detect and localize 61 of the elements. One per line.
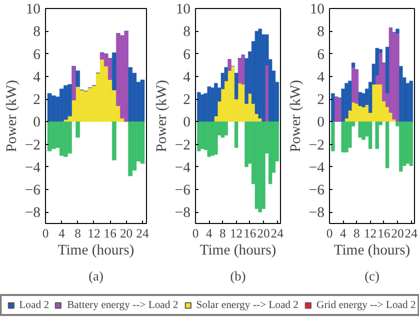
y-tick-label: −4 xyxy=(174,160,192,176)
y-tick-label: 6 xyxy=(33,46,40,63)
x-tick-label: 4 xyxy=(206,226,213,240)
y-tick-label: −8 xyxy=(174,205,190,222)
x-tick-label: 4 xyxy=(340,226,347,240)
y-tick-label: 8 xyxy=(183,24,190,40)
x-axis-title: Time (hours) xyxy=(334,242,410,258)
legend-label: Battery energy --> Load 2 xyxy=(67,300,178,310)
y-tick-label: 4 xyxy=(183,69,192,86)
y-tick-label: 8 xyxy=(33,24,40,40)
x-tick-label: 20 xyxy=(391,226,404,240)
y-tick-label: −8 xyxy=(24,205,40,222)
y-tick-label: −6 xyxy=(24,182,40,199)
x-tick-label: 24 xyxy=(270,226,284,240)
y-tick-label: 2 xyxy=(317,92,324,108)
y-tick-label: −2 xyxy=(24,137,40,154)
y-tick-label: 10 xyxy=(26,2,40,18)
y-tick-label: 10 xyxy=(310,2,324,18)
y-tick-label: 10 xyxy=(176,2,190,18)
x-tick-label: 20 xyxy=(257,226,270,240)
x-tick-label: 16 xyxy=(104,226,116,240)
y-tick-label: 0 xyxy=(183,114,190,131)
x-axis-title: Time (hours) xyxy=(200,242,276,258)
x-tick-label: 12 xyxy=(364,226,377,240)
x-tick-label: 4 xyxy=(58,226,66,240)
legend-label: Grid energy --> Load 2 xyxy=(316,300,416,310)
x-tick-label: 12 xyxy=(88,226,100,240)
x-tick-label: 24 xyxy=(136,226,150,240)
x-tick-label: 8 xyxy=(354,226,360,240)
x-tick-label: 8 xyxy=(220,226,226,240)
y-tick-label: −4 xyxy=(308,160,326,176)
y-tick-label: −4 xyxy=(24,160,42,176)
y-tick-label: −6 xyxy=(174,182,190,199)
text: (b) xyxy=(230,268,246,284)
y-tick-label: −2 xyxy=(308,137,324,154)
y-axis-title: Power (kW) xyxy=(288,80,304,152)
y-tick-label: 4 xyxy=(33,69,42,86)
legend-label: Load 2 xyxy=(19,300,50,310)
legend-label: Solar energy --> Load 2 xyxy=(196,300,298,310)
x-tick-label: 16 xyxy=(378,226,390,240)
y-tick-label: 6 xyxy=(183,46,190,63)
y-axis-title: Power (kW) xyxy=(154,80,170,152)
y-tick-label: 0 xyxy=(317,114,324,131)
x-tick-label: 16 xyxy=(244,226,256,240)
text: (c) xyxy=(364,268,380,284)
x-tick-label: 8 xyxy=(74,226,81,240)
y-tick-label: −6 xyxy=(308,182,324,199)
y-tick-label: 8 xyxy=(317,24,324,40)
y-tick-label: 0 xyxy=(33,114,40,131)
y-axis-title: Power (kW) xyxy=(4,80,20,152)
x-tick-label: 20 xyxy=(120,226,133,240)
text: (a) xyxy=(88,268,104,284)
y-tick-label: 2 xyxy=(183,92,190,108)
y-tick-label: −2 xyxy=(174,137,190,154)
x-tick-label: 12 xyxy=(230,226,243,240)
y-tick-label: 6 xyxy=(317,46,324,63)
x-tick-label: 24 xyxy=(404,226,418,240)
y-tick-label: 4 xyxy=(317,69,326,86)
x-axis-title: Time (hours) xyxy=(58,242,134,258)
y-tick-label: 2 xyxy=(33,92,40,108)
y-tick-label: −8 xyxy=(308,205,324,222)
